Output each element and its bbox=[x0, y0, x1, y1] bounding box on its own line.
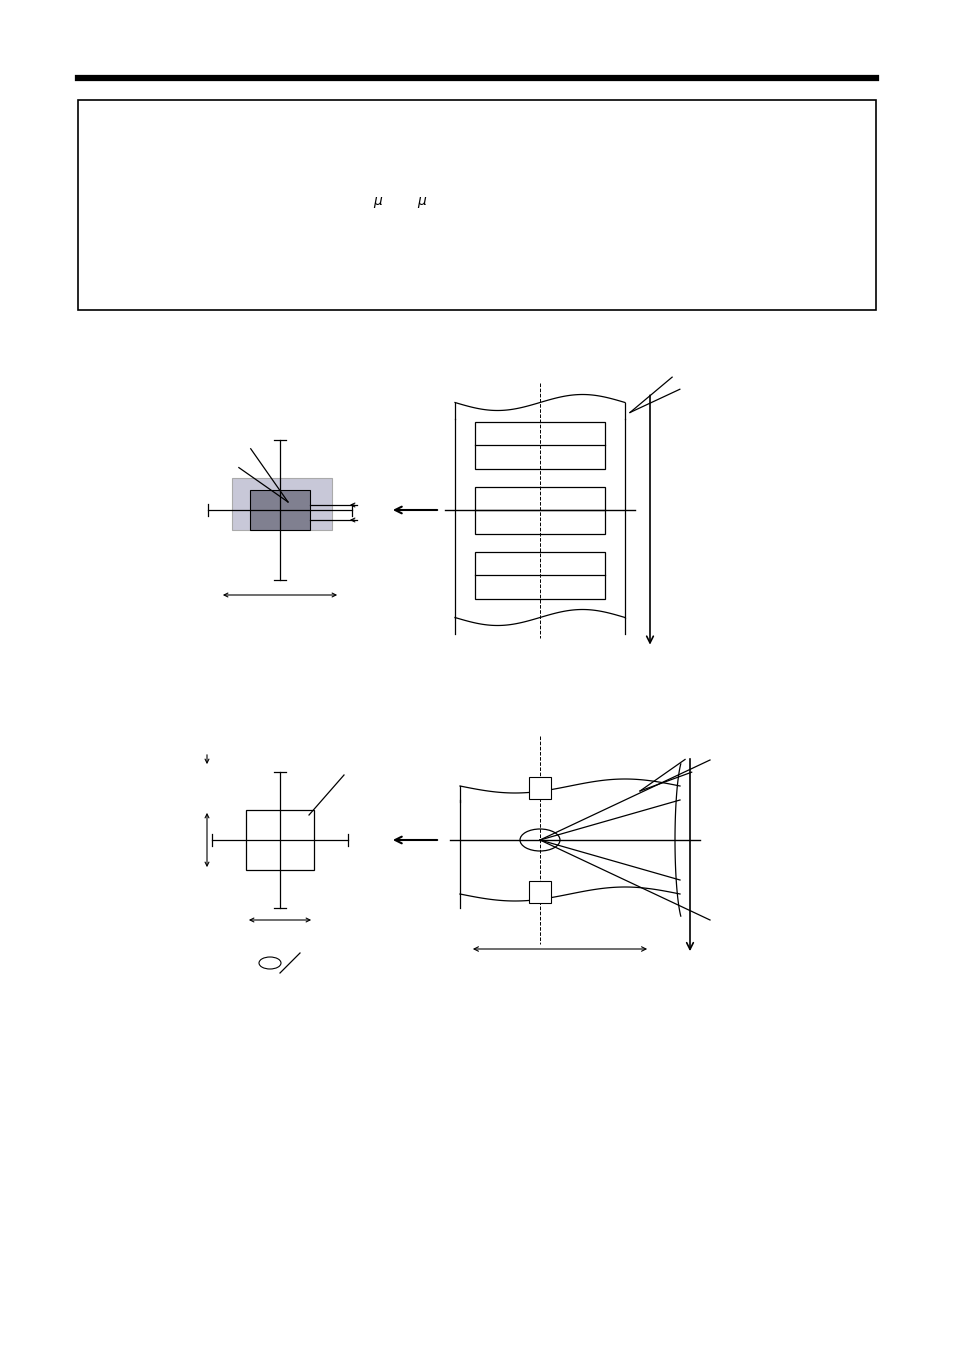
FancyBboxPatch shape bbox=[250, 490, 310, 530]
FancyBboxPatch shape bbox=[529, 881, 551, 902]
FancyBboxPatch shape bbox=[475, 486, 604, 534]
FancyBboxPatch shape bbox=[246, 811, 314, 870]
FancyBboxPatch shape bbox=[78, 100, 875, 309]
FancyBboxPatch shape bbox=[529, 777, 551, 798]
Ellipse shape bbox=[258, 957, 281, 969]
FancyBboxPatch shape bbox=[475, 422, 604, 469]
Ellipse shape bbox=[519, 830, 559, 851]
FancyBboxPatch shape bbox=[475, 551, 604, 598]
Ellipse shape bbox=[517, 497, 561, 523]
FancyBboxPatch shape bbox=[232, 478, 332, 530]
Text: $\mu$        $\mu$: $\mu$ $\mu$ bbox=[373, 195, 427, 209]
